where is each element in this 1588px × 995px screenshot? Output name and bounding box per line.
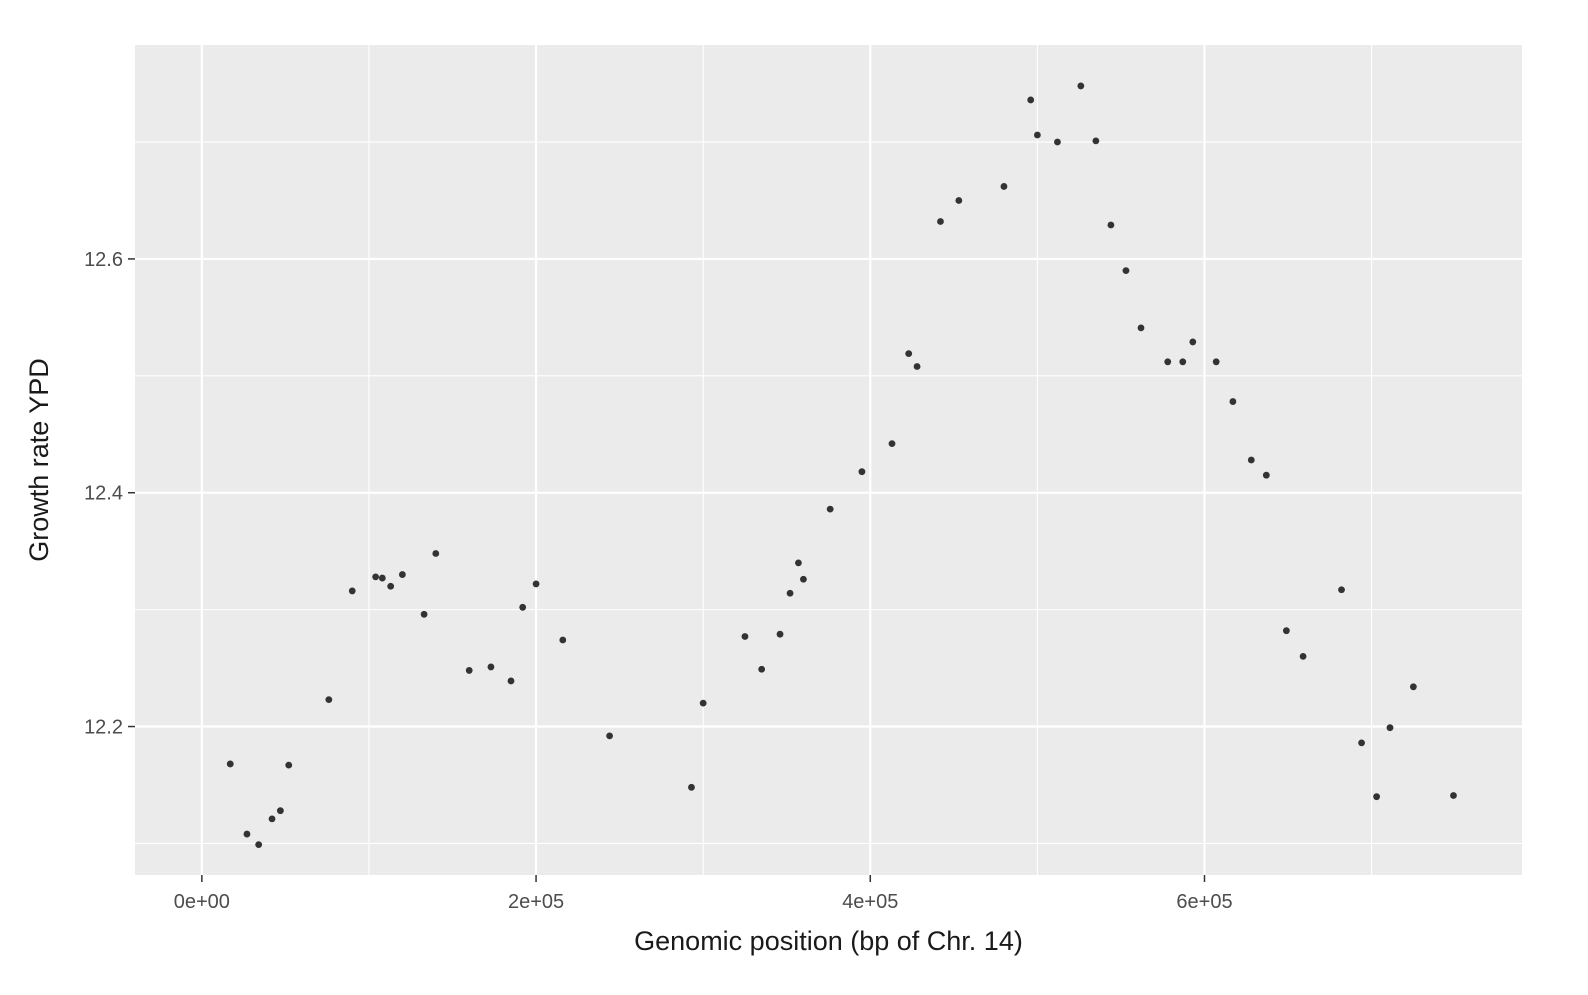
data-point: [1212, 358, 1220, 366]
data-point: [276, 807, 284, 815]
data-point: [398, 571, 406, 578]
x-axis-ticks: 0e+00 2e+05 4e+05 6e+05: [174, 875, 1233, 913]
data-point: [532, 580, 540, 588]
data-point: [1077, 82, 1085, 90]
data-point: [420, 610, 428, 618]
data-point: [1358, 739, 1365, 747]
data-point: [519, 603, 527, 611]
data-point: [1033, 131, 1041, 139]
data-points: [226, 82, 1457, 849]
major-gridlines: [135, 45, 1522, 875]
data-point: [1107, 221, 1115, 229]
data-point: [1338, 586, 1345, 594]
x-tick-label: 2e+05: [508, 891, 564, 913]
data-point: [378, 574, 386, 582]
data-point: [1299, 652, 1307, 660]
data-point: [913, 363, 921, 370]
x-tick-label: 6e+05: [1176, 891, 1232, 913]
data-point: [465, 667, 473, 674]
data-point: [387, 582, 395, 590]
data-point: [786, 589, 794, 597]
y-tick-label: 12.6: [84, 249, 123, 271]
data-point: [268, 815, 276, 823]
data-point: [1262, 471, 1270, 479]
x-axis-title: Genomic position (bp of Chr. 14): [634, 926, 1023, 956]
data-point: [1054, 138, 1061, 146]
data-point: [1450, 792, 1457, 799]
data-point: [699, 699, 707, 707]
data-point: [1092, 137, 1100, 145]
data-point: [758, 665, 766, 673]
data-point: [937, 218, 944, 225]
data-point: [688, 783, 695, 791]
y-tick-label: 12.4: [84, 483, 123, 505]
data-point: [905, 350, 913, 358]
data-point: [372, 573, 380, 581]
data-point: [795, 559, 802, 567]
data-point: [1247, 456, 1255, 464]
data-point: [243, 830, 251, 838]
data-point: [348, 587, 356, 595]
minor-gridlines: [135, 45, 1522, 875]
y-axis-ticks: 12.2 12.4 12.6: [84, 249, 135, 739]
data-point: [325, 696, 333, 704]
plot-panel: [135, 45, 1522, 875]
data-point: [955, 197, 963, 204]
data-point: [1122, 267, 1130, 275]
data-point: [432, 550, 440, 557]
data-point: [507, 677, 515, 685]
y-tick-label: 12.2: [84, 717, 123, 739]
y-axis-title: Growth rate YPD: [24, 358, 54, 562]
data-point: [888, 440, 896, 448]
data-point: [1373, 793, 1381, 801]
data-point: [1137, 324, 1145, 332]
data-point: [800, 575, 807, 583]
x-tick-label: 0e+00: [174, 891, 230, 913]
data-point: [1179, 358, 1187, 366]
data-point: [226, 760, 234, 768]
data-point: [1189, 338, 1197, 346]
data-point: [1229, 398, 1237, 405]
data-point: [1386, 724, 1394, 732]
data-point: [559, 636, 567, 644]
data-point: [606, 732, 613, 740]
data-point: [1282, 627, 1290, 635]
data-point: [1000, 183, 1008, 190]
data-point: [1409, 683, 1417, 691]
data-point: [1164, 358, 1172, 366]
data-point: [487, 663, 495, 671]
data-point: [776, 630, 784, 638]
data-point: [858, 468, 866, 476]
data-point: [826, 505, 834, 513]
data-point: [285, 761, 293, 769]
data-point: [1027, 96, 1035, 104]
x-tick-label: 4e+05: [842, 891, 898, 913]
data-point: [255, 841, 263, 849]
data-point: [741, 633, 749, 640]
